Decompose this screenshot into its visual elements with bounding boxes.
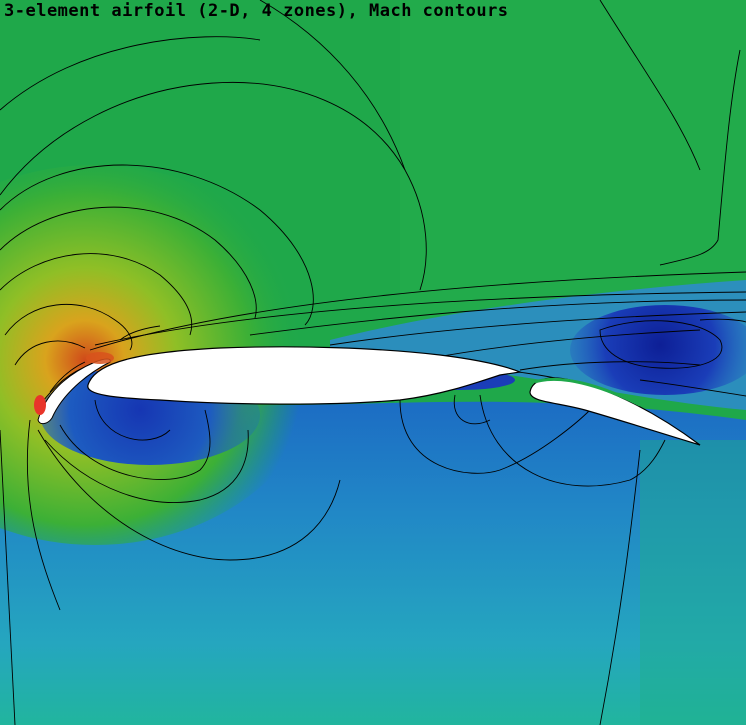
right-field-tint [400,0,746,320]
wake-core [570,305,746,395]
slat-stagnation-spot [34,395,46,415]
main-element [87,346,523,405]
lower-right-teal [640,440,746,725]
flap-upper-boundary-layer [534,377,641,407]
main-le-high-mach [86,352,114,364]
plot-title: 3-element airfoil (2-D, 4 zones), Mach c… [4,1,509,21]
